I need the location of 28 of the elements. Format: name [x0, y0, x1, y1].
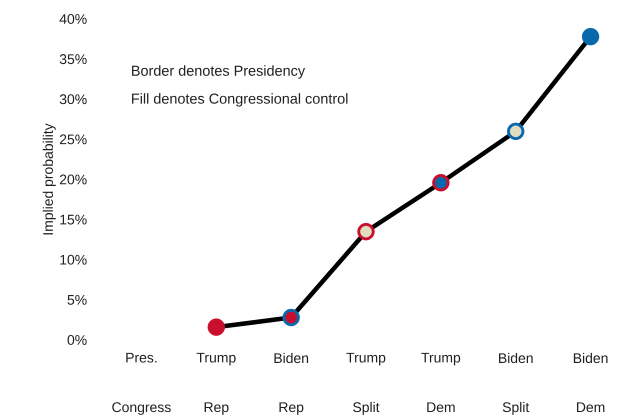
point	[208, 318, 225, 336]
y-axis-title: Implied probability	[42, 124, 56, 235]
x-tick-label: Biden	[574, 353, 608, 364]
y-tick-label: 35%	[60, 54, 87, 64]
y-tick-label: 5%	[68, 295, 87, 306]
annotation: Border denotes Presidency	[132, 65, 306, 79]
text: Congress	[112, 402, 171, 416]
text: Dem	[576, 402, 604, 412]
text: Split	[502, 402, 530, 416]
annotation: Fill denotes Congressional control	[132, 93, 348, 107]
y-tick-label: 30%	[60, 94, 87, 104]
text: Rep	[204, 402, 228, 416]
x-tick-label: Trump	[421, 353, 460, 366]
point	[582, 28, 600, 46]
text: Dem	[427, 402, 455, 412]
y-tick-label: 40%	[60, 14, 87, 24]
y-tick-label: 25%	[60, 134, 87, 145]
y-tick-label: 10%	[60, 255, 87, 265]
text: Rep	[279, 402, 304, 416]
y-tick-label: 20%	[60, 174, 87, 185]
x-tick-label: Trump	[196, 353, 236, 366]
y-tick-label: 0%	[68, 335, 87, 346]
x-tick-label: Trump	[346, 353, 386, 366]
x-tick-label: Pres.	[126, 353, 156, 363]
text: Split	[353, 402, 380, 416]
x-tick-label: Biden	[274, 353, 308, 364]
y-tick-label: 15%	[60, 214, 87, 225]
x-tick-label: Biden	[499, 353, 533, 364]
